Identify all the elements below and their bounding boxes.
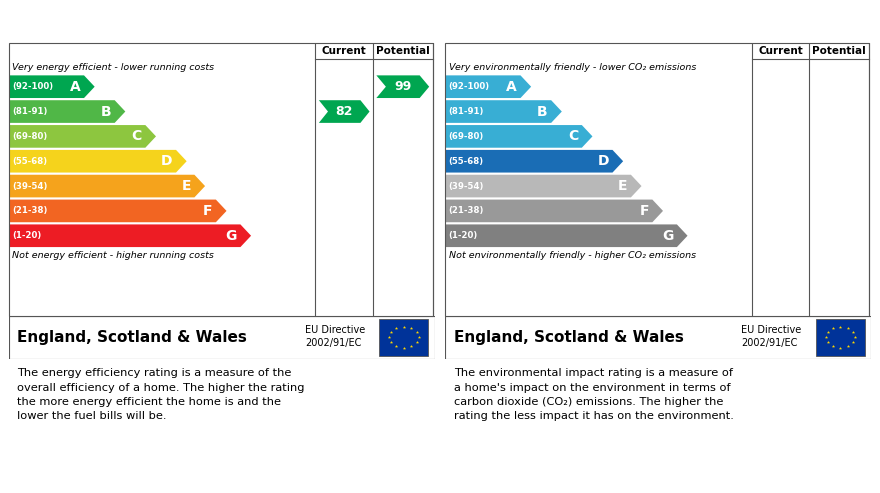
Text: 82: 82 [335,105,353,118]
Text: G: G [225,229,237,243]
Text: England, Scotland & Wales: England, Scotland & Wales [454,330,684,345]
Text: (92-100): (92-100) [448,82,489,91]
Text: (69-80): (69-80) [448,132,483,141]
Text: C: C [568,129,578,143]
Polygon shape [9,125,156,148]
Polygon shape [9,224,251,247]
Text: F: F [203,204,212,218]
Text: G: G [662,229,673,243]
Text: (21-38): (21-38) [448,207,484,215]
Polygon shape [445,150,623,173]
Text: EU Directive
2002/91/EC: EU Directive 2002/91/EC [741,325,802,348]
Polygon shape [9,175,205,197]
Text: (1-20): (1-20) [448,231,478,240]
Text: Not environmentally friendly - higher CO₂ emissions: Not environmentally friendly - higher CO… [449,250,696,260]
Polygon shape [9,200,226,222]
Text: E: E [181,179,191,193]
Text: The energy efficiency rating is a measure of the
overall efficiency of a home. T: The energy efficiency rating is a measur… [18,368,304,422]
Text: (55-68): (55-68) [11,157,47,166]
Text: E: E [618,179,627,193]
Text: A: A [506,80,517,94]
Polygon shape [445,100,561,123]
Text: D: D [161,154,172,168]
Text: The environmental impact rating is a measure of
a home's impact on the environme: The environmental impact rating is a mea… [454,368,734,422]
Text: Environmental Impact (CO₂) Rating: Environmental Impact (CO₂) Rating [451,17,742,32]
Text: Current: Current [759,46,803,56]
Text: Very energy efficient - lower running costs: Very energy efficient - lower running co… [12,63,215,72]
Text: B: B [100,105,111,118]
Text: Current: Current [322,46,367,56]
Text: Very environmentally friendly - lower CO₂ emissions: Very environmentally friendly - lower CO… [449,63,696,72]
Text: England, Scotland & Wales: England, Scotland & Wales [18,330,247,345]
Text: D: D [598,154,609,168]
Text: Not energy efficient - higher running costs: Not energy efficient - higher running co… [12,250,214,260]
Text: A: A [70,80,81,94]
Bar [816,319,865,355]
Polygon shape [445,200,663,222]
Text: (69-80): (69-80) [11,132,47,141]
Text: (55-68): (55-68) [448,157,483,166]
Text: EU Directive
2002/91/EC: EU Directive 2002/91/EC [304,325,365,348]
Bar [379,319,429,355]
Text: B: B [537,105,547,118]
Text: Potential: Potential [376,46,429,56]
Polygon shape [319,100,370,123]
Polygon shape [445,175,642,197]
Polygon shape [377,75,429,98]
Text: (81-91): (81-91) [11,107,48,116]
Text: (92-100): (92-100) [11,82,53,91]
Text: (39-54): (39-54) [448,181,484,191]
Text: (21-38): (21-38) [11,207,48,215]
Text: Energy Efficiency Rating: Energy Efficiency Rating [15,17,217,32]
Text: F: F [640,204,649,218]
Text: Potential: Potential [812,46,866,56]
Polygon shape [9,75,95,98]
Polygon shape [9,150,187,173]
Polygon shape [445,224,687,247]
Text: (1-20): (1-20) [11,231,41,240]
Text: C: C [132,129,142,143]
Polygon shape [445,125,592,148]
Polygon shape [9,100,125,123]
Text: 99: 99 [394,80,412,93]
Text: (81-91): (81-91) [448,107,484,116]
Text: (39-54): (39-54) [11,181,48,191]
Polygon shape [445,75,532,98]
